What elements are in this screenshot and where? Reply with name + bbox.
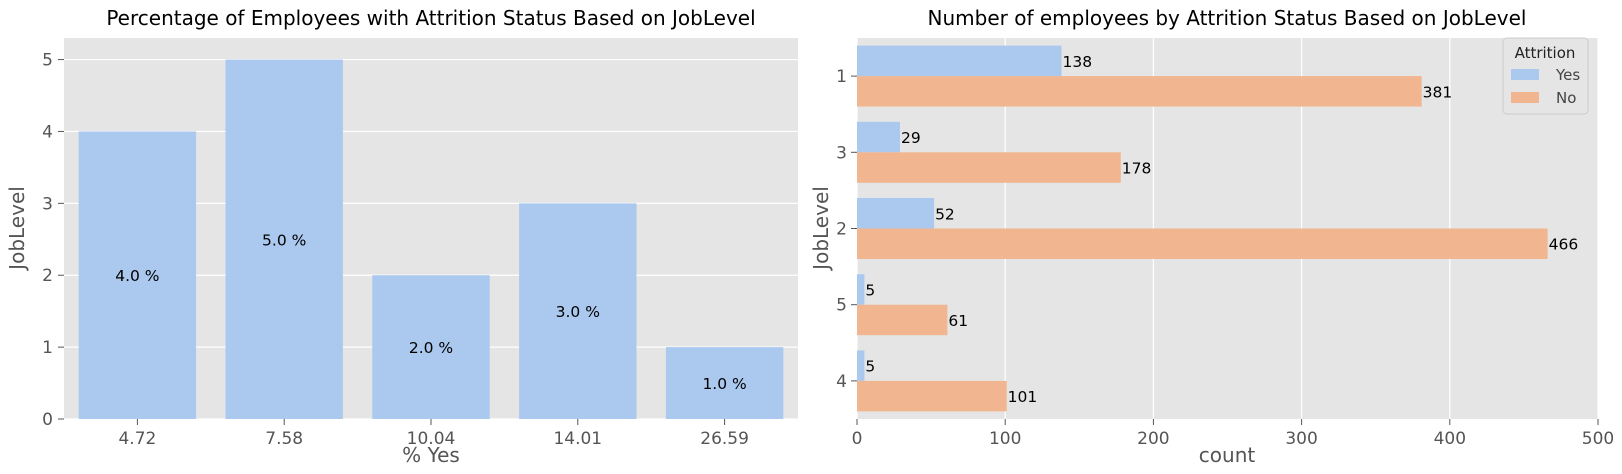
x-tick-label: 400 <box>1434 429 1466 449</box>
bar-yes <box>857 45 1062 77</box>
bar <box>372 275 490 419</box>
count-chart-data-labels: 138 381 29 178 52 466 5 61 5 101 <box>865 53 1578 406</box>
x-tick-label: 200 <box>1137 429 1169 449</box>
percentage-chart-x-axis-label: % Yes <box>402 443 460 467</box>
count-chart-x-axis-label: count <box>1199 443 1256 467</box>
x-tick-label: 500 <box>1582 429 1614 449</box>
legend-title: Attrition <box>1515 44 1576 62</box>
y-tick-label: 2 <box>42 266 53 286</box>
bar-yes <box>857 121 900 153</box>
y-tick-label: 2 <box>836 220 847 240</box>
y-tick-label: 4 <box>836 372 847 392</box>
percentage-chart-x-ticks: 4.72 7.58 10.04 14.01 26.59 <box>118 419 749 449</box>
bar-yes <box>857 274 865 305</box>
bar-yes <box>857 198 935 229</box>
bar-data-label: 2.0 % <box>409 339 453 357</box>
bar-no <box>857 228 1548 259</box>
bar-data-label: 52 <box>935 205 955 223</box>
y-tick-label: 1 <box>42 338 53 358</box>
bar-data-label: 466 <box>1549 236 1579 254</box>
x-tick-label: 4.72 <box>118 429 156 449</box>
bar-yes <box>857 350 865 381</box>
percentage-chart-title: Percentage of Employees with Attrition S… <box>106 6 755 30</box>
y-tick-label: 3 <box>42 194 53 214</box>
y-tick-label: 5 <box>42 51 53 71</box>
count-chart-x-ticks: 0 100 200 300 400 500 <box>852 419 1614 449</box>
count-chart-title: Number of employees by Attrition Status … <box>928 6 1527 30</box>
bar-no <box>857 152 1121 183</box>
count-chart-legend: Attrition Yes No <box>1502 37 1589 115</box>
legend-label-yes: Yes <box>1555 66 1580 84</box>
percentage-chart-y-axis-label: JobLevel <box>5 186 29 272</box>
bar-no <box>857 380 1007 412</box>
count-chart-y-ticks: 1 3 2 5 4 <box>836 67 857 392</box>
y-tick-label: 4 <box>42 122 53 142</box>
y-tick-label: 5 <box>836 296 847 316</box>
y-tick-label: 3 <box>836 143 847 163</box>
x-tick-label: 300 <box>1285 429 1317 449</box>
bar-data-label: 381 <box>1423 83 1453 101</box>
bar <box>225 59 343 419</box>
bar-data-label: 101 <box>1008 388 1038 406</box>
x-tick-label: 7.58 <box>265 429 303 449</box>
bar-no <box>857 304 948 336</box>
percentage-chart: 4.0 % 5.0 % 2.0 % 3.0 % 1.0 % 0 1 2 3 4 5 4.72 7.5… <box>5 6 798 467</box>
x-tick-label: 26.59 <box>700 429 749 449</box>
bar-data-label: 1.0 % <box>702 375 746 393</box>
legend-label-no: No <box>1556 89 1576 107</box>
bar-data-label: 138 <box>1063 53 1093 71</box>
x-tick-label: 0 <box>852 429 863 449</box>
bar-data-label: 3.0 % <box>556 303 600 321</box>
bar-data-label: 5 <box>865 281 875 299</box>
x-tick-label: 100 <box>989 429 1021 449</box>
percentage-chart-data-labels: 4.0 % 5.0 % 2.0 % 3.0 % 1.0 % <box>115 231 747 393</box>
legend-swatch-no <box>1511 92 1539 103</box>
bar <box>665 347 784 419</box>
x-tick-label: 10.04 <box>407 429 456 449</box>
bar <box>78 131 197 420</box>
percentage-chart-bars <box>78 59 784 420</box>
bar-data-label: 4.0 % <box>115 267 159 285</box>
bar <box>519 203 637 419</box>
legend-swatch-yes <box>1511 69 1539 80</box>
count-chart-y-axis-label: JobLevel <box>809 186 833 272</box>
bar-data-label: 61 <box>948 312 968 330</box>
bar-data-label: 29 <box>901 129 921 147</box>
bar-data-label: 5.0 % <box>262 231 306 249</box>
x-tick-label: 14.01 <box>553 429 602 449</box>
bar-no <box>857 76 1422 107</box>
bar-data-label: 5 <box>865 358 875 376</box>
percentage-chart-y-ticks: 0 1 2 3 4 5 <box>42 51 64 430</box>
y-tick-label: 0 <box>42 410 53 430</box>
count-chart-bars <box>857 45 1548 412</box>
y-tick-label: 1 <box>836 67 847 87</box>
bar-data-label: 178 <box>1122 160 1152 178</box>
